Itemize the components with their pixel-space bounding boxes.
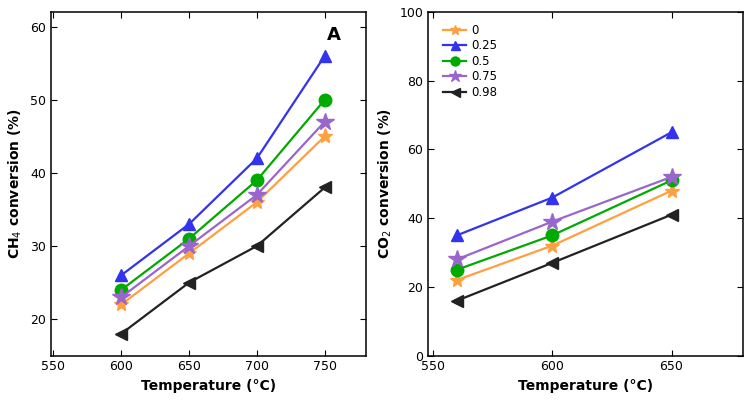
0.75 bbox=[184, 244, 194, 248]
0.25 bbox=[184, 222, 194, 226]
0.5 bbox=[184, 236, 194, 241]
0 bbox=[667, 188, 676, 193]
0.98 bbox=[452, 298, 461, 303]
0.98 bbox=[184, 280, 194, 285]
Legend: 0, 0.25, 0.5, 0.75, 0.98: 0, 0.25, 0.5, 0.75, 0.98 bbox=[440, 21, 500, 101]
0.75 bbox=[320, 119, 329, 124]
Line: 0.25: 0.25 bbox=[451, 126, 678, 242]
Line: 0.5: 0.5 bbox=[451, 174, 678, 276]
Y-axis label: CH$_4$ conversion (%): CH$_4$ conversion (%) bbox=[7, 108, 24, 259]
X-axis label: Temperature (°C): Temperature (°C) bbox=[518, 379, 653, 393]
0 bbox=[548, 243, 556, 248]
0 bbox=[452, 278, 461, 282]
0.5 bbox=[253, 178, 262, 182]
Y-axis label: CO$_2$ conversion (%): CO$_2$ conversion (%) bbox=[376, 108, 394, 259]
Line: 0: 0 bbox=[114, 129, 332, 312]
0.5 bbox=[548, 233, 556, 238]
Text: A: A bbox=[326, 26, 340, 44]
0.98 bbox=[117, 331, 126, 336]
0 bbox=[184, 251, 194, 256]
0.75 bbox=[548, 219, 556, 224]
0.5 bbox=[452, 267, 461, 272]
0.25 bbox=[320, 54, 329, 58]
0.5 bbox=[117, 288, 126, 292]
Line: 0.98: 0.98 bbox=[115, 181, 331, 340]
Line: 0.75: 0.75 bbox=[448, 168, 680, 268]
0.75 bbox=[253, 192, 262, 197]
X-axis label: Temperature (°C): Temperature (°C) bbox=[140, 379, 276, 393]
0.25 bbox=[667, 130, 676, 135]
Line: 0.25: 0.25 bbox=[115, 50, 331, 282]
0.75 bbox=[117, 295, 126, 300]
0.25 bbox=[548, 195, 556, 200]
0.5 bbox=[667, 178, 676, 183]
Line: 0: 0 bbox=[449, 183, 680, 288]
0.98 bbox=[320, 185, 329, 190]
0.25 bbox=[253, 156, 262, 160]
0 bbox=[117, 302, 126, 307]
0 bbox=[320, 134, 329, 139]
0.98 bbox=[548, 260, 556, 265]
0 bbox=[253, 200, 262, 204]
0.5 bbox=[320, 97, 329, 102]
0.98 bbox=[667, 212, 676, 217]
0.75 bbox=[667, 174, 676, 179]
0.25 bbox=[117, 273, 126, 278]
Line: 0.75: 0.75 bbox=[112, 113, 334, 306]
0.98 bbox=[253, 244, 262, 248]
Line: 0.5: 0.5 bbox=[115, 94, 331, 296]
0.75 bbox=[452, 257, 461, 262]
Line: 0.98: 0.98 bbox=[451, 208, 678, 307]
0.25 bbox=[452, 233, 461, 238]
